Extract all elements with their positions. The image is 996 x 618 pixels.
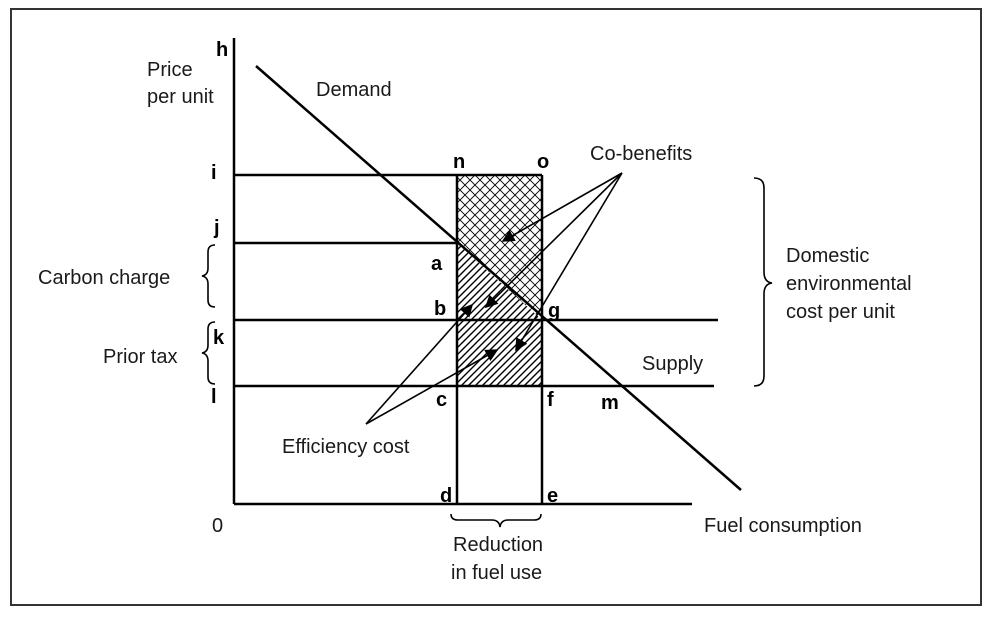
reduction-label-line1: Reduction bbox=[453, 534, 543, 556]
point-m: m bbox=[601, 392, 619, 414]
co-benefits-arrow-1 bbox=[501, 172, 623, 242]
point-h: h bbox=[216, 39, 228, 61]
co-benefits-arrow-2 bbox=[484, 172, 623, 309]
point-c: c bbox=[436, 389, 447, 411]
efficiency-cost-arrow-2 bbox=[365, 349, 499, 425]
point-f: f bbox=[547, 389, 554, 411]
y-axis-label-line1: Price bbox=[147, 59, 193, 81]
co-benefits-region bbox=[457, 175, 542, 320]
point-a: a bbox=[431, 253, 443, 275]
point-g: g bbox=[548, 300, 560, 322]
reduction-label-line2: in fuel use bbox=[451, 562, 542, 584]
point-l: l bbox=[211, 386, 217, 408]
efficiency-cost-label: Efficiency cost bbox=[282, 436, 410, 458]
point-o: o bbox=[537, 151, 549, 173]
efficiency-cost-arrow-1 bbox=[365, 303, 474, 425]
domestic-cost-label-line2: environmental bbox=[786, 273, 912, 295]
point-e: e bbox=[547, 485, 558, 507]
demand-label: Demand bbox=[316, 79, 392, 101]
reduction-bracket bbox=[450, 513, 542, 528]
supply-label: Supply bbox=[642, 353, 703, 375]
domestic-cost-bracket bbox=[753, 177, 773, 387]
carbon-charge-label: Carbon charge bbox=[38, 267, 170, 289]
x-axis-label: Fuel consumption bbox=[704, 515, 862, 537]
point-b: b bbox=[434, 298, 446, 320]
domestic-cost-label-line3: cost per unit bbox=[786, 301, 895, 323]
demand-curve bbox=[255, 65, 742, 491]
prior-tax-bracket bbox=[201, 321, 216, 385]
co-benefits-label: Co-benefits bbox=[590, 143, 692, 165]
co-benefits-arrow-3 bbox=[515, 172, 623, 352]
y-axis-label-line2: per unit bbox=[147, 86, 214, 108]
domestic-cost-label-line1: Domestic bbox=[786, 245, 869, 267]
prior-tax-label: Prior tax bbox=[103, 346, 177, 368]
point-n: n bbox=[453, 151, 465, 173]
point-i: i bbox=[211, 162, 217, 184]
carbon-charge-bracket bbox=[201, 244, 216, 308]
origin-label: 0 bbox=[212, 515, 223, 537]
point-k: k bbox=[213, 327, 225, 349]
point-d: d bbox=[440, 485, 452, 507]
point-j: j bbox=[213, 217, 220, 239]
